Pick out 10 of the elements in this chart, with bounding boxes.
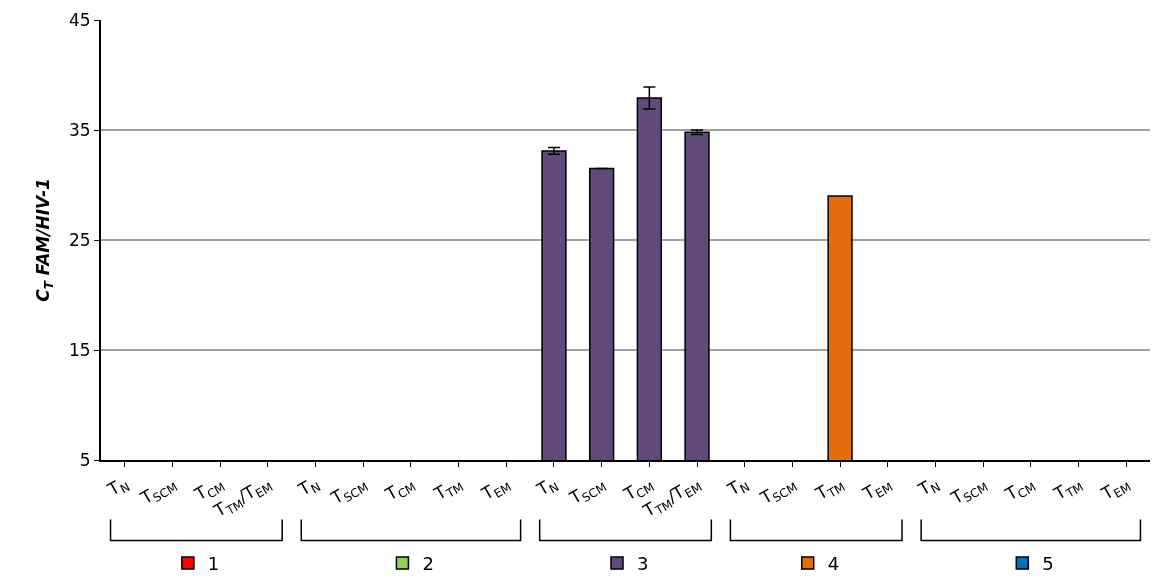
legend-label: 4	[827, 553, 840, 575]
y-tick-label: 45	[68, 9, 91, 30]
y-tick-label: 35	[68, 119, 91, 140]
legend-label: 2	[422, 553, 434, 575]
legend-label: 5	[1042, 553, 1054, 575]
y-tick-label: 15	[68, 339, 91, 360]
y-tick-label: 25	[68, 229, 91, 250]
legend-label: 3	[637, 553, 649, 575]
y-tick-label: 5	[79, 449, 91, 470]
legend-label: 1	[207, 553, 220, 575]
